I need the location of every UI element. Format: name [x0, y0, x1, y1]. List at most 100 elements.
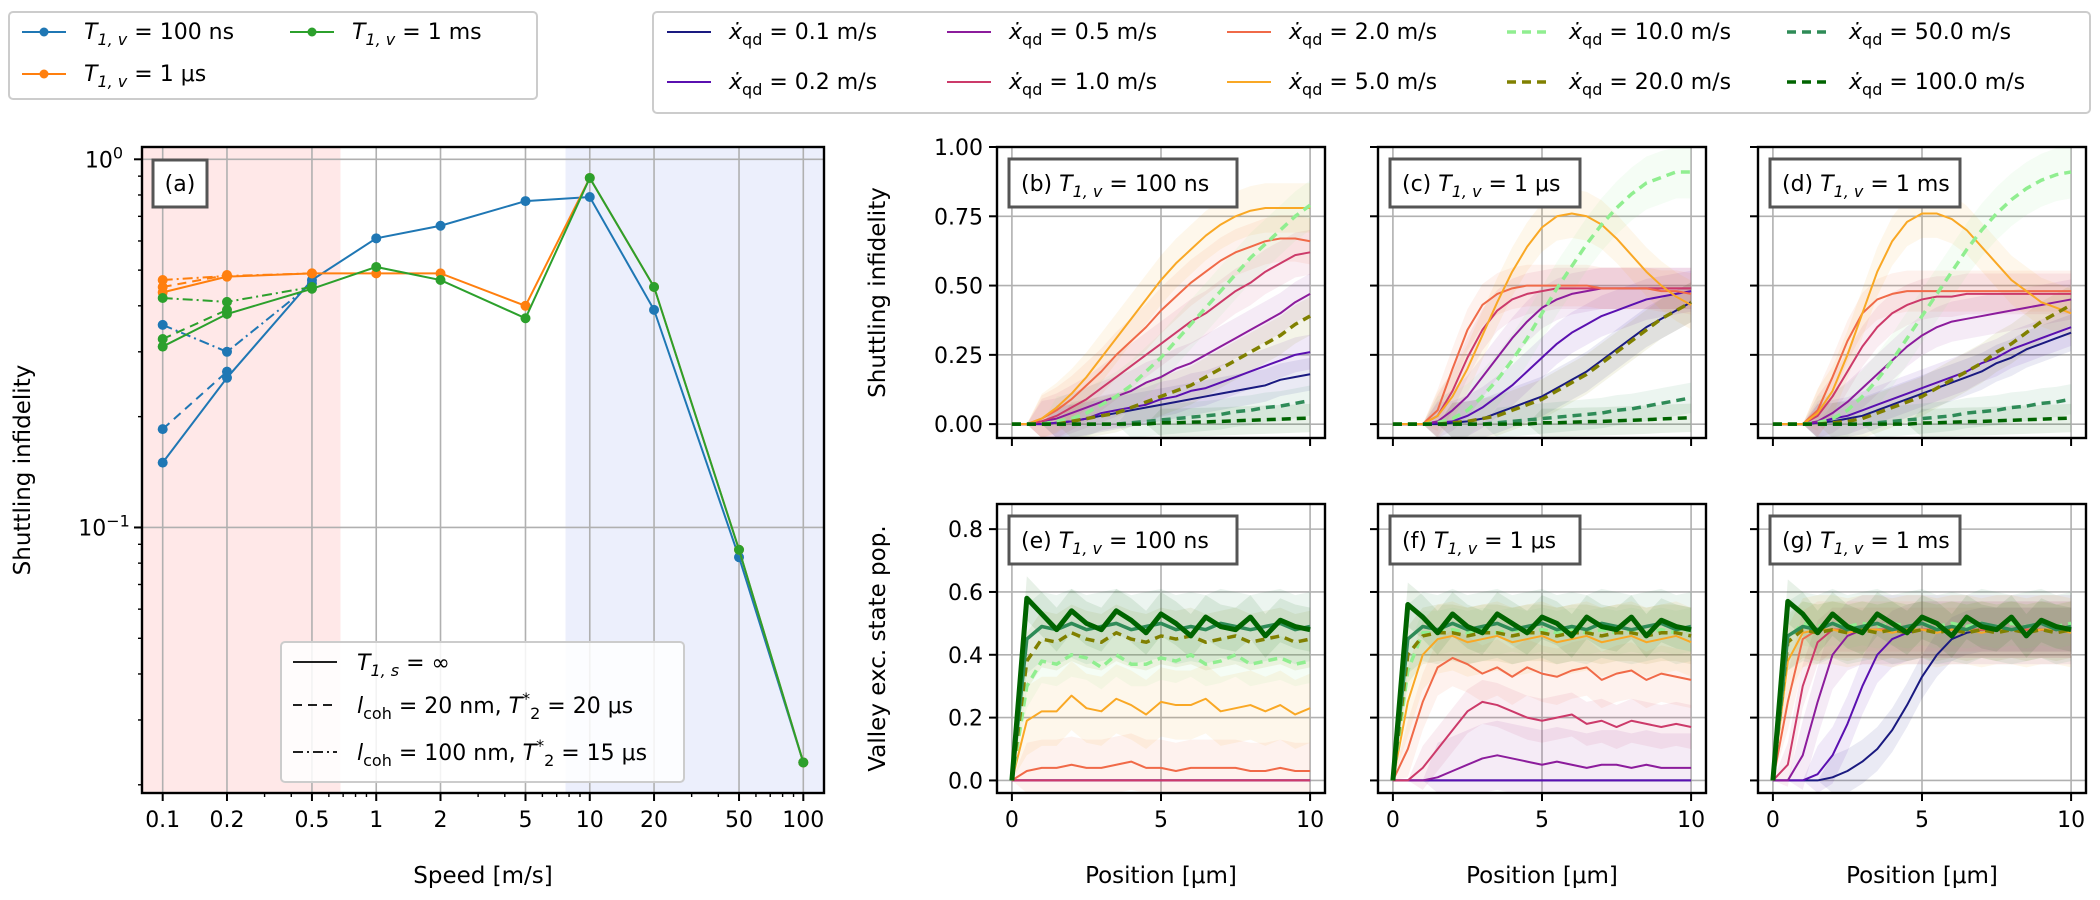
y-tick-label: 0.25	[934, 344, 983, 369]
uncertainty-band	[1772, 601, 2072, 781]
style-legend-frame	[280, 641, 685, 783]
data-point	[371, 233, 382, 244]
t1-legend-marker	[39, 69, 49, 79]
data-point	[371, 261, 382, 272]
data-point	[221, 296, 232, 307]
series-line	[1772, 416, 2072, 426]
panel-title-box	[1388, 157, 1582, 209]
y-tick-label: 1.00	[934, 136, 983, 161]
x-tick-label: 2	[434, 808, 448, 833]
uncertainty-band	[1772, 147, 2072, 438]
uncertainty-band	[1392, 382, 1692, 438]
data-point	[157, 424, 168, 435]
data-point	[435, 220, 446, 231]
data-point	[157, 281, 168, 292]
y-tick-label: 0.00	[934, 413, 983, 438]
t1-legend-marker	[39, 27, 49, 37]
uncertainty-band	[1772, 403, 2072, 438]
y-tick-label: 0.8	[948, 518, 983, 543]
x-tick-label: 0.1	[145, 808, 180, 833]
series-line	[1011, 206, 1311, 426]
series-line	[1392, 416, 1692, 426]
panel-b: 0.00 0.25 0.50 0.75 1.00 (b) T1, v = 100 ns Sh…	[865, 136, 1327, 446]
data-point	[157, 457, 168, 468]
uncertainty-band	[1392, 679, 1692, 790]
x-axis-label: Position [μm]	[1085, 863, 1237, 889]
data-point	[798, 757, 809, 768]
panel-g: 0 5 10 (g) T1, v = 1 ms Position [μm]	[1750, 502, 2088, 889]
uncertainty-band	[1011, 403, 1311, 437]
x-tick-label: 10	[1677, 808, 1705, 833]
uncertainty-band	[1772, 314, 2072, 438]
speed-legend-item: ẋqd = 50.0 m/s	[1787, 20, 2011, 49]
series-line	[1009, 595, 1311, 781]
data-point	[584, 172, 595, 183]
uncertainty-band	[1772, 601, 2072, 793]
series-line	[1011, 203, 1312, 426]
x-tick-label: 100	[782, 808, 824, 833]
data-point	[584, 191, 595, 202]
uncertainty-band	[1392, 629, 1692, 781]
series-line	[1392, 700, 1692, 782]
series-line	[1772, 170, 2072, 426]
series-line	[1391, 634, 1692, 781]
x-axis-label: Position [μm]	[1846, 863, 1998, 889]
series-line	[1011, 416, 1311, 426]
data-point	[157, 334, 168, 345]
uncertainty-band	[1772, 189, 2072, 438]
panel-d: (d) T1, v = 1 ms	[1750, 145, 2088, 446]
uncertainty-band	[1392, 403, 1692, 437]
x-tick-label: 10	[576, 808, 604, 833]
data-point	[649, 304, 660, 315]
series-line	[1011, 237, 1311, 426]
panel-c: (c) T1, v = 1 μs	[1370, 145, 1708, 446]
uncertainty-band	[1011, 661, 1311, 781]
series-line	[161, 195, 805, 763]
data-point	[157, 319, 168, 330]
t1-legend-label: T1, v = 100 ns	[84, 20, 234, 49]
y-axis-label: Shuttling infidelity	[865, 187, 891, 398]
series-line	[1392, 170, 1692, 426]
speed-legend-item: ẋqd = 5.0 m/s	[1227, 70, 1437, 99]
series-line	[1392, 212, 1692, 426]
uncertainty-band	[1392, 147, 1692, 438]
panel-title: (e) T1, v = 100 ns	[1021, 529, 1209, 558]
data-point	[306, 281, 317, 292]
series-line	[1770, 598, 2072, 781]
uncertainty-band	[1772, 384, 2072, 438]
speed-legend-label: ẋqd = 2.0 m/s	[1288, 20, 1437, 49]
speed-legend-item: ẋqd = 0.2 m/s	[667, 70, 877, 99]
data-point	[520, 300, 531, 311]
uncertainty-band	[1011, 385, 1311, 438]
panel-title: (f) T1, v = 1 μs	[1402, 529, 1556, 558]
speed-legend-item: ẋqd = 0.5 m/s	[947, 20, 1157, 49]
style-legend-item: lcoh = 100 nm, T*2 = 15 μs	[293, 736, 647, 770]
speed-legend-item: ẋqd = 1.0 m/s	[947, 70, 1157, 99]
uncertainty-band	[1392, 189, 1692, 438]
x-tick-label: 5	[1154, 808, 1168, 833]
panel-label: (a)	[165, 172, 196, 197]
t1-legend: T1, v = 100 ns T1, v = 1 μs T1, v = 1 ms	[8, 11, 538, 100]
uncertainty-band	[1772, 270, 2072, 431]
speed-legend-label: ẋqd = 100.0 m/s	[1848, 70, 2025, 99]
uncertainty-band	[1392, 720, 1692, 793]
data-point	[649, 281, 660, 292]
speed-legend-label: ẋqd = 1.0 m/s	[1008, 70, 1157, 99]
data-point	[157, 341, 168, 352]
y-tick-label: 0.2	[948, 707, 983, 732]
y-tick-label: 0.75	[934, 205, 983, 230]
style-legend-label: lcoh = 20 nm, T*2 = 20 μs	[357, 689, 633, 723]
speed-legend-label: ẋqd = 50.0 m/s	[1848, 20, 2011, 49]
y-tick-label: 10−1	[78, 511, 130, 541]
x-tick-label: 5	[1535, 808, 1549, 833]
speed-legend-label: ẋqd = 20.0 m/s	[1568, 70, 1731, 99]
series-line	[162, 308, 228, 340]
t1-legend-frame	[8, 11, 538, 100]
panel-title-box	[1007, 514, 1239, 566]
data-point	[157, 275, 168, 286]
x-tick-label: 5	[1915, 808, 1929, 833]
y-tick-label: 0.50	[934, 275, 983, 300]
x-tick-label: 0.5	[294, 808, 329, 833]
uncertainty-band	[1011, 183, 1311, 438]
